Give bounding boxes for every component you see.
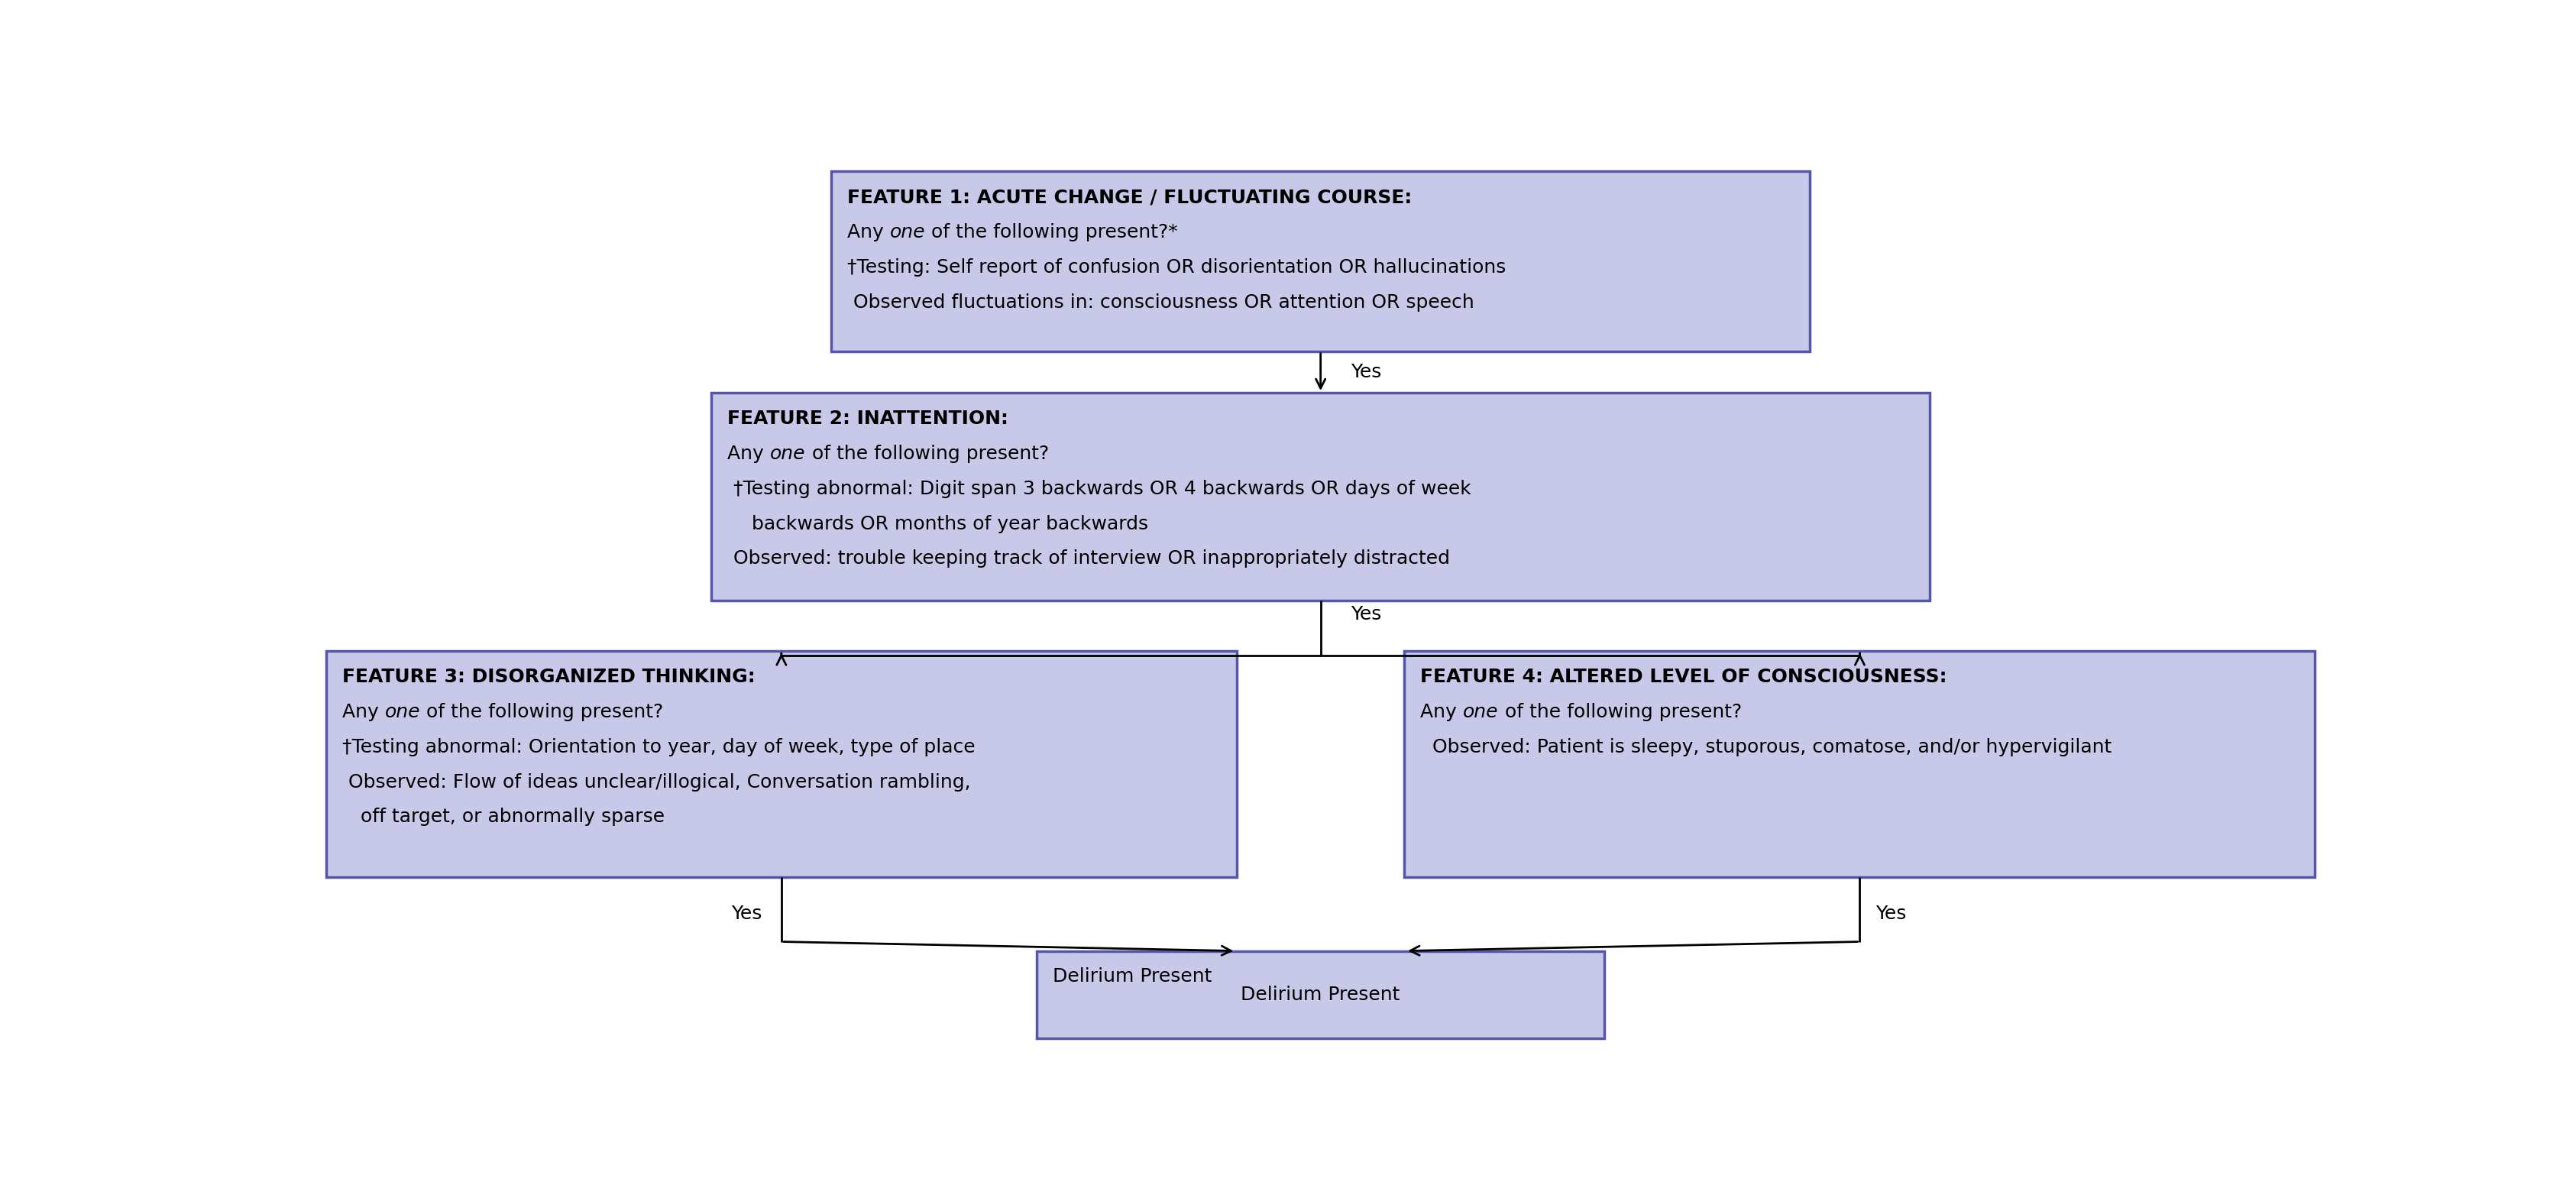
Text: of the following present?: of the following present? [1499,703,1741,721]
Text: Yes: Yes [1350,605,1381,623]
Text: Yes: Yes [1875,904,1906,924]
Text: FEATURE 3: DISORGANIZED THINKING:: FEATURE 3: DISORGANIZED THINKING: [343,667,755,686]
Text: Delirium Present: Delirium Present [1242,986,1399,1004]
Text: †Testing: Self report of confusion OR disorientation OR hallucinations: †Testing: Self report of confusion OR di… [848,258,1504,277]
Text: FEATURE 4: ALTERED LEVEL OF CONSCIOUSNESS:: FEATURE 4: ALTERED LEVEL OF CONSCIOUSNES… [1419,667,1947,686]
FancyBboxPatch shape [832,171,1808,351]
FancyBboxPatch shape [1036,951,1605,1039]
FancyBboxPatch shape [327,652,1236,877]
Text: FEATURE 2: INATTENTION:: FEATURE 2: INATTENTION: [726,410,1007,428]
Text: †Testing abnormal: Digit span 3 backwards OR 4 backwards OR days of week: †Testing abnormal: Digit span 3 backward… [726,479,1471,498]
Text: one: one [889,223,925,242]
FancyBboxPatch shape [1404,652,2313,877]
Text: Any: Any [343,703,384,721]
Text: †Testing abnormal: Orientation to year, day of week, type of place: †Testing abnormal: Orientation to year, … [343,738,974,756]
Text: Observed: Flow of ideas unclear/illogical, Conversation rambling,: Observed: Flow of ideas unclear/illogica… [343,773,971,791]
Text: Any: Any [1419,703,1463,721]
Text: one: one [1463,703,1499,721]
Text: Delirium Present: Delirium Present [1054,968,1211,986]
Text: Observed: trouble keeping track of interview OR inappropriately distracted: Observed: trouble keeping track of inter… [726,550,1450,568]
Text: one: one [384,703,420,721]
Text: Any: Any [726,444,770,462]
Text: Any: Any [848,223,889,242]
FancyBboxPatch shape [711,393,1929,600]
Text: Observed: Patient is sleepy, stuporous, comatose, and/or hypervigilant: Observed: Patient is sleepy, stuporous, … [1419,738,2112,756]
Text: one: one [770,444,806,462]
Text: of the following present?: of the following present? [420,703,662,721]
Text: off target, or abnormally sparse: off target, or abnormally sparse [343,807,665,827]
Text: of the following present?: of the following present? [806,444,1048,462]
Text: of the following present?*: of the following present?* [925,223,1177,242]
Text: Yes: Yes [732,904,762,924]
Text: Yes: Yes [1350,363,1381,381]
Text: Observed fluctuations in: consciousness OR attention OR speech: Observed fluctuations in: consciousness … [848,294,1473,311]
Text: FEATURE 1: ACUTE CHANGE / FLUCTUATING COURSE:: FEATURE 1: ACUTE CHANGE / FLUCTUATING CO… [848,188,1412,206]
Text: backwards OR months of year backwards: backwards OR months of year backwards [726,515,1149,533]
